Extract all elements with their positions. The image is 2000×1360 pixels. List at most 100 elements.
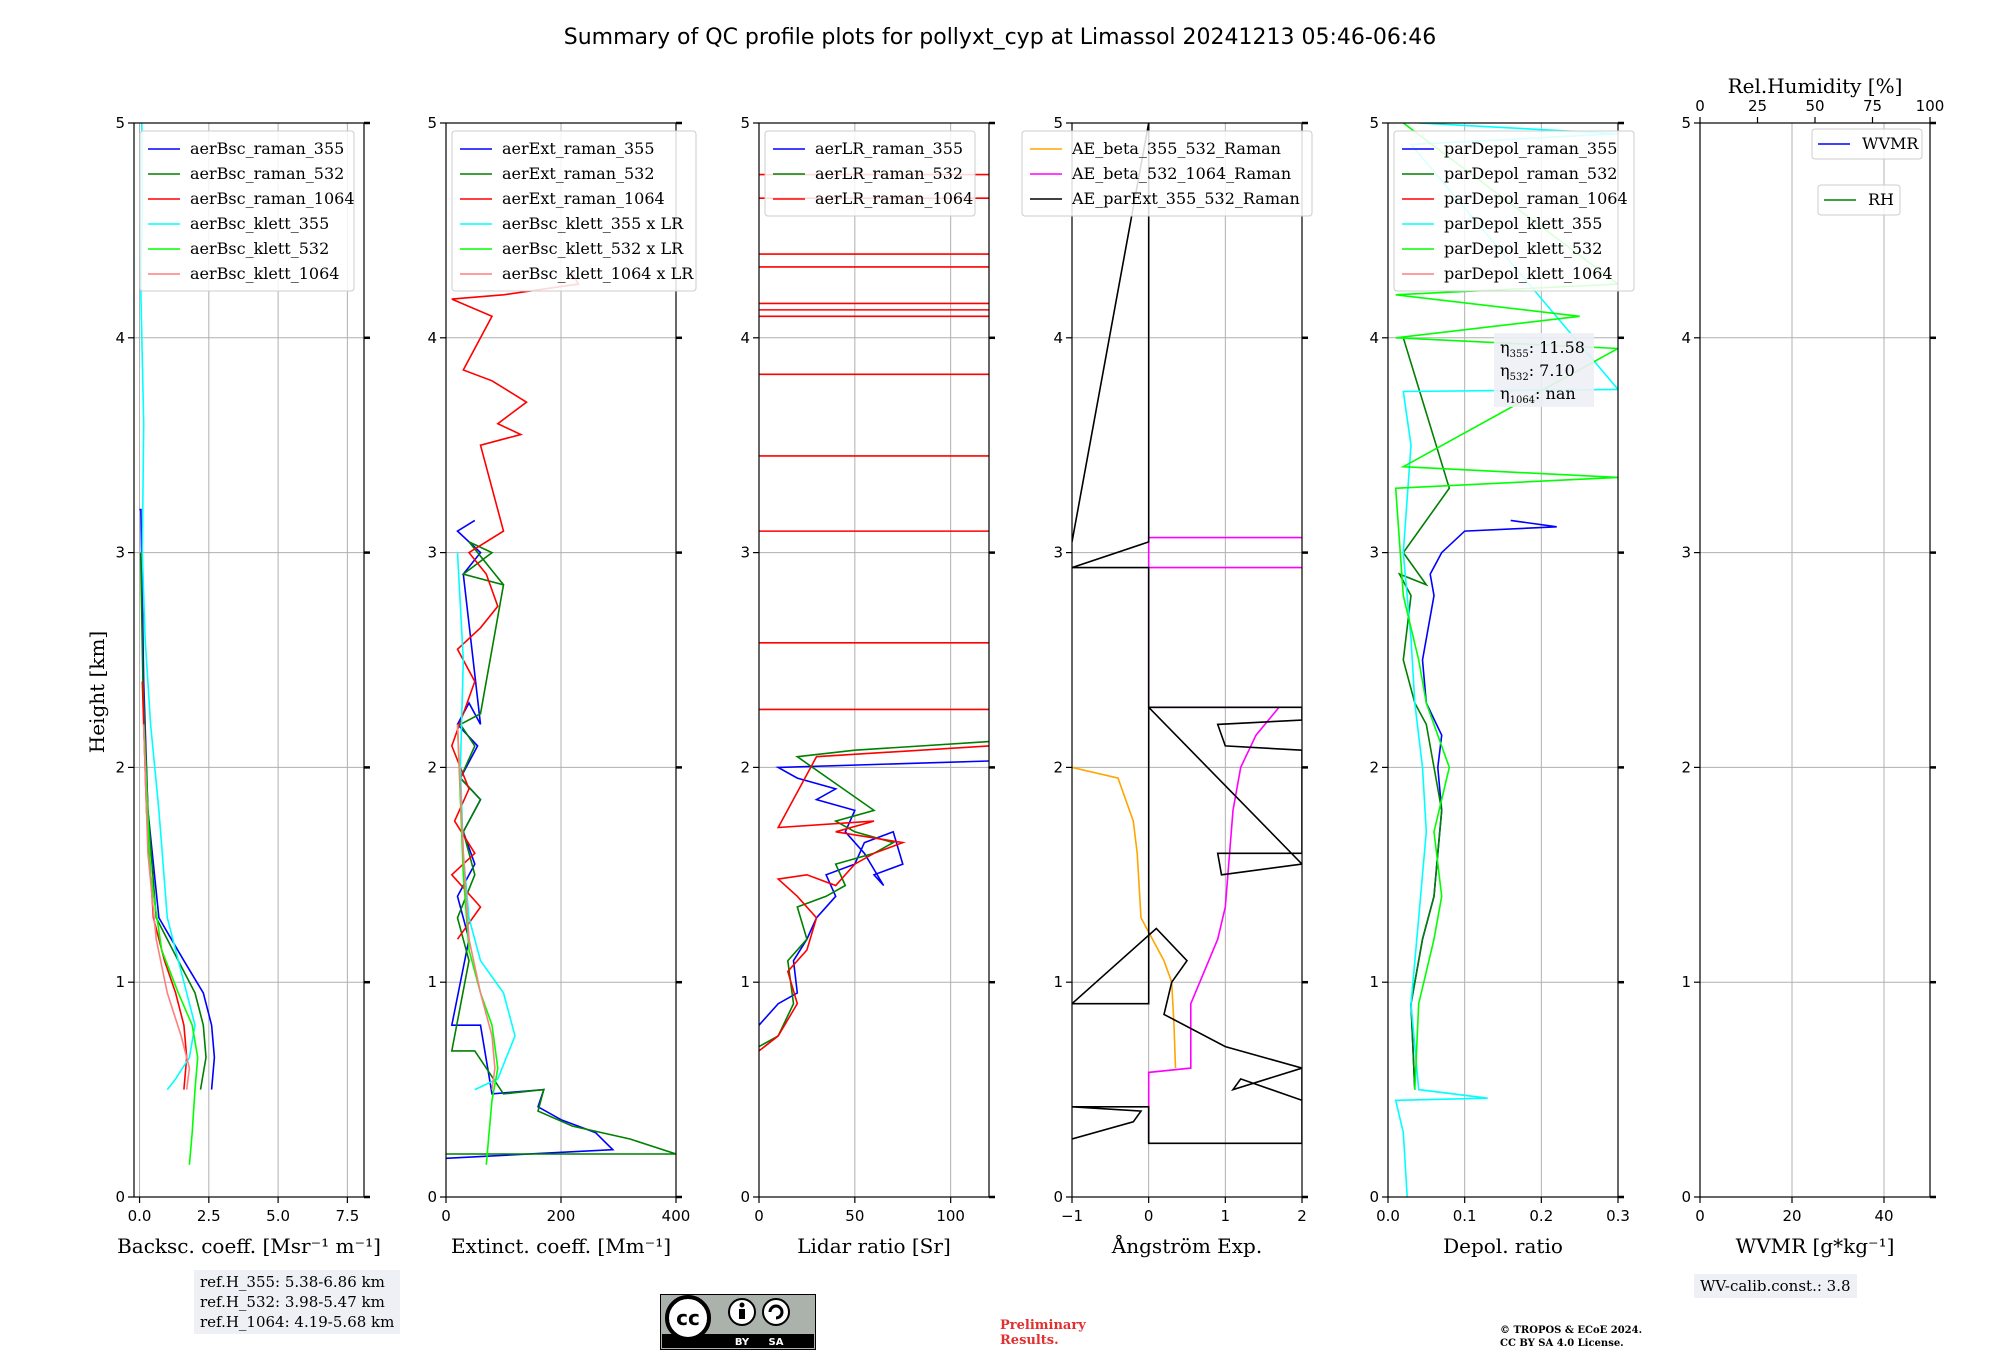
legend-box xyxy=(764,130,976,217)
eta-box xyxy=(1494,333,1594,407)
top-x-tick-label: 50 xyxy=(1805,97,1824,115)
legend-label: aerExt_raman_1064 xyxy=(502,189,665,208)
legend-label: parDepol_klett_532 xyxy=(1444,239,1602,258)
legend-label: parDepol_raman_532 xyxy=(1444,164,1617,183)
x-tick-label: 40 xyxy=(1874,1207,1893,1225)
y-tick-label: 2 xyxy=(1053,758,1063,776)
ref-height-1064: ref.H_1064: 4.19-5.68 km xyxy=(200,1313,395,1331)
x-axis-label: Depol. ratio xyxy=(1443,1234,1563,1258)
wv-calibration-box: WV-calib.const.: 3.8 xyxy=(1694,1274,1857,1298)
x-tick-label: 100 xyxy=(936,1207,965,1225)
y-tick-label: 3 xyxy=(1053,544,1063,562)
x-tick-label: 1 xyxy=(1221,1207,1231,1225)
y-tick-label: 2 xyxy=(740,758,750,776)
top-x-tick-label: 100 xyxy=(1916,97,1945,115)
series-line-aerlr-raman-1064 xyxy=(759,745,989,1052)
y-tick-label: 0 xyxy=(1369,1188,1379,1206)
x-tick-label: 20 xyxy=(1782,1207,1801,1225)
y-tick-label: 2 xyxy=(115,758,125,776)
y-tick-label: 3 xyxy=(1681,544,1691,562)
series-line-aerbsc-klett-1064-x-lr xyxy=(456,724,496,1090)
x-tick-label: 2 xyxy=(1297,1207,1307,1225)
legend-label: aerExt_raman_532 xyxy=(502,164,655,183)
panel-extinction: 0 1 2 3 4 5 0 200 400 Extinct. coeff. [Mm⁻¹] aerEx… xyxy=(427,114,697,1258)
preliminary-notice: Preliminary Results. xyxy=(1000,1318,1086,1348)
y-tick-label: 2 xyxy=(1681,758,1691,776)
y-tick-label: 1 xyxy=(1681,973,1691,991)
series-line-aerbsc-klett-532-x-lr xyxy=(456,724,499,1165)
legend-box xyxy=(1811,128,1923,160)
panel-frame xyxy=(758,122,990,1198)
y-tick-label: 4 xyxy=(740,329,750,347)
y-tick-label: 4 xyxy=(1681,329,1691,347)
legend-box xyxy=(1393,130,1635,292)
series-line-ae-beta-532-1064-raman xyxy=(1147,536,1302,1144)
cc-letters: cc xyxy=(676,1306,700,1330)
legend-label: WVMR xyxy=(1862,134,1919,153)
panel-frame xyxy=(133,122,365,1198)
legend-label: parDepol_klett_1064 xyxy=(1444,264,1613,283)
y-tick-label: 5 xyxy=(115,114,125,132)
x-tick-label: 0.3 xyxy=(1606,1207,1630,1225)
x-tick-label: −1 xyxy=(1061,1207,1083,1225)
legend-label: parDepol_raman_1064 xyxy=(1444,189,1628,208)
y-tick-label: 5 xyxy=(1053,114,1063,132)
x-tick-label: 400 xyxy=(662,1207,691,1225)
y-tick-label: 5 xyxy=(1369,114,1379,132)
panel-frame xyxy=(1699,122,1931,1198)
x-tick-label: 7.5 xyxy=(335,1207,359,1225)
legend-label: aerBsc_klett_1064 xyxy=(190,264,339,283)
series-line-ae-parext-355-532-raman xyxy=(1072,123,1302,1145)
eta-subscript: 1064 xyxy=(1510,395,1535,406)
x-tick-label: 2.5 xyxy=(197,1207,221,1225)
series-line-aerext-raman-1064 xyxy=(450,273,580,940)
y-tick-label: 0 xyxy=(115,1188,125,1206)
x-axis-label: Extinct. coeff. [Mm⁻¹] xyxy=(451,1234,671,1258)
profile-panels: 0 1 2 3 4 5 0.0 2.5 5.0 7.5 Backsc. coeff. [Msr⁻¹ … xyxy=(115,74,1944,1258)
panel-frame xyxy=(1387,122,1619,1198)
panel-data xyxy=(1072,123,1302,1145)
y-tick-label: 1 xyxy=(115,973,125,991)
x-tick-label: 5.0 xyxy=(266,1207,290,1225)
legend-label: aerBsc_klett_532 x LR xyxy=(502,239,684,258)
eta-value: : 7.10 xyxy=(1529,361,1575,380)
copyright-notice: © TROPOS & ECoE 2024. CC BY SA 4.0 Licen… xyxy=(1500,1324,1642,1350)
y-tick-label: 4 xyxy=(427,329,437,347)
y-tick-label: 0 xyxy=(427,1188,437,1206)
legend-label: aerLR_raman_532 xyxy=(815,164,963,183)
series-line-ae-beta-355-532-raman xyxy=(1072,766,1177,1069)
legend-label: aerBsc_klett_1064 x LR xyxy=(502,264,694,283)
y-tick-label: 2 xyxy=(1369,758,1379,776)
series-line-aerext-raman-532 xyxy=(446,541,676,1155)
legend-label: aerLR_raman_1064 xyxy=(815,189,973,208)
x-tick-label: 0 xyxy=(1695,1207,1705,1225)
legend-label: aerBsc_raman_1064 xyxy=(190,189,355,208)
y-tick-label: 4 xyxy=(1369,329,1379,347)
x-tick-label: 50 xyxy=(845,1207,864,1225)
y-tick-label: 5 xyxy=(1681,114,1691,132)
legend-label: AE_beta_532_1064_Raman xyxy=(1071,164,1291,183)
y-tick-label: 3 xyxy=(115,544,125,562)
series-line-aerbsc-klett-355-x-lr xyxy=(456,552,516,1091)
x-tick-label: 0.0 xyxy=(128,1207,152,1225)
y-axis-label: Height [km] xyxy=(85,631,109,753)
panel-depolarization: 0 1 2 3 4 5 0.0 0.1 0.2 0.3 Depol. ratio parDepol_r… xyxy=(1369,114,1635,1258)
series-line-aerbsc-raman-532 xyxy=(139,552,207,1090)
series-line-pardepol-raman-532 xyxy=(1397,337,1451,1090)
x-axis-label: Lidar ratio [Sr] xyxy=(797,1234,951,1258)
panel-data xyxy=(446,273,676,1165)
legend-label: aerBsc_raman_532 xyxy=(190,164,344,183)
legend-label: aerBsc_klett_355 x LR xyxy=(502,214,684,233)
x-tick-label: 0.1 xyxy=(1453,1207,1477,1225)
ref-height-532: ref.H_532: 3.98-5.47 km xyxy=(200,1293,385,1311)
panel-frame xyxy=(1071,122,1303,1198)
panel-data xyxy=(759,173,989,1052)
y-tick-label: 0 xyxy=(1681,1188,1691,1206)
x-tick-label: 0 xyxy=(441,1207,451,1225)
series-line-aerlr-raman-532 xyxy=(759,740,989,1048)
y-tick-label: 2 xyxy=(427,758,437,776)
legend-label: RH xyxy=(1868,190,1894,209)
